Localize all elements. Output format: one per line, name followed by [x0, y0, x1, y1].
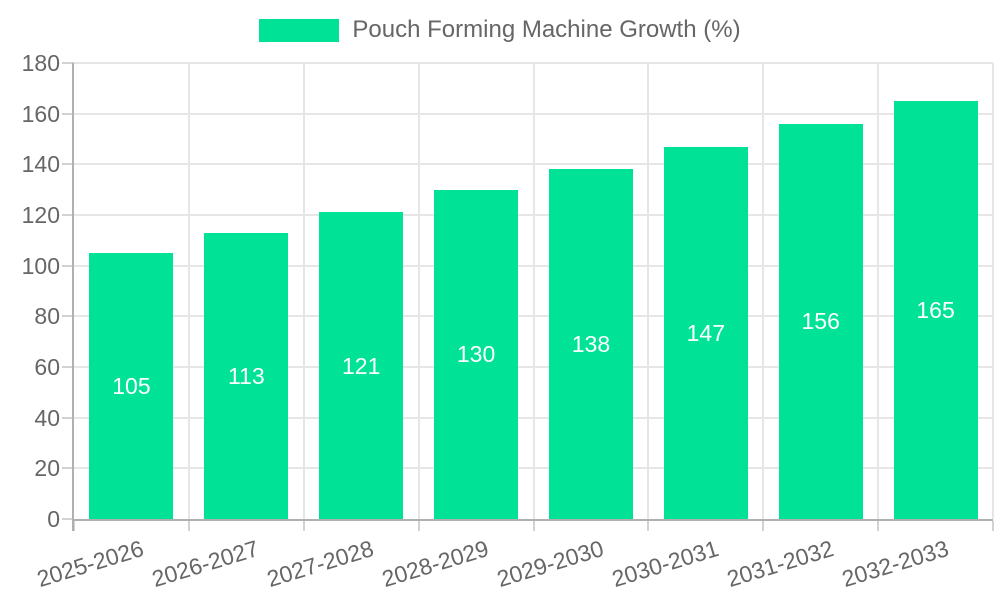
gridline-x	[877, 63, 880, 519]
x-axis-line	[72, 519, 993, 521]
bar-value-label: 113	[227, 362, 265, 389]
y-axis-tick	[62, 163, 74, 166]
x-axis-label: 2030-2031	[608, 535, 722, 593]
bar-value-label: 105	[112, 373, 151, 399]
y-axis-tick-label: 140	[21, 151, 60, 178]
gridline-x	[187, 63, 190, 519]
x-axis-tick	[647, 521, 650, 531]
legend-swatch-icon	[259, 18, 340, 42]
x-axis-tick	[877, 521, 880, 531]
bar-value-label: 138	[571, 331, 611, 358]
y-axis-tick-label: 100	[21, 252, 60, 279]
gridline-x	[992, 63, 994, 519]
legend-label: Pouch Forming Machine Growth (%)	[352, 16, 741, 43]
y-axis-tick-label: 60	[34, 354, 60, 380]
y-axis-tick	[62, 315, 74, 318]
legend-item[interactable]: Pouch Forming Machine Growth (%)	[259, 16, 741, 44]
bar-value-label: 121	[342, 352, 381, 379]
bar-value-label: 147	[686, 319, 725, 346]
y-axis-tick	[62, 264, 74, 267]
x-axis-label: 2028-2029	[378, 535, 492, 593]
bar[interactable]: 105	[89, 253, 174, 519]
y-axis-tick	[62, 518, 74, 520]
x-axis-label: 2027-2028	[263, 535, 377, 593]
plot-area: 0 20 40 60 80 100 120 140 160 180 105 2025-2026 113 2…	[22, 50, 994, 592]
chart-legend: Pouch Forming Machine Growth (%)	[0, 16, 1000, 44]
bar-value-label: 165	[916, 297, 955, 323]
y-axis-line	[72, 63, 74, 531]
bar-value-label: 156	[801, 308, 840, 335]
y-axis-tick-label: 40	[34, 404, 60, 431]
x-axis-label: 2032-2033	[838, 535, 952, 593]
bar[interactable]: 147	[663, 146, 748, 519]
y-axis-tick	[62, 62, 74, 64]
y-axis-tick-label: 80	[34, 303, 60, 330]
x-axis-tick	[992, 521, 994, 531]
bar-value-label: 130	[456, 341, 496, 368]
x-axis-label: 2025-2026	[34, 535, 148, 593]
x-axis-tick	[302, 521, 305, 531]
gridline-x	[302, 63, 305, 519]
y-axis-tick	[62, 214, 74, 216]
y-axis-tick	[62, 467, 74, 470]
bar[interactable]: 138	[548, 169, 633, 519]
gridline-x	[532, 63, 535, 519]
x-axis-label: 2026-2027	[149, 535, 262, 593]
bar[interactable]: 156	[778, 123, 863, 519]
y-axis-tick-label: 180	[21, 50, 60, 76]
bar[interactable]: 121	[319, 212, 404, 519]
bar[interactable]: 113	[204, 232, 289, 519]
x-axis-tick	[73, 521, 75, 531]
gridline-x	[647, 63, 650, 519]
x-axis-tick	[417, 521, 420, 531]
y-axis-tick-label: 20	[34, 455, 60, 482]
gridline-x	[417, 63, 420, 519]
bar[interactable]: 130	[434, 189, 519, 519]
y-axis-tick-label: 160	[21, 100, 60, 127]
x-axis-tick	[532, 521, 535, 531]
gridline-x	[762, 63, 765, 519]
y-axis-tick	[62, 416, 74, 419]
y-axis-tick-label: 120	[21, 202, 60, 228]
y-axis-tick	[62, 366, 74, 368]
y-axis-tick-label: 0	[47, 506, 60, 532]
y-axis-tick	[62, 112, 74, 115]
bar[interactable]: 165	[893, 101, 978, 519]
x-axis-label: 2031-2032	[723, 535, 837, 593]
x-axis-label: 2029-2030	[493, 535, 607, 593]
x-axis-tick	[187, 521, 190, 531]
x-axis-tick	[762, 521, 765, 531]
